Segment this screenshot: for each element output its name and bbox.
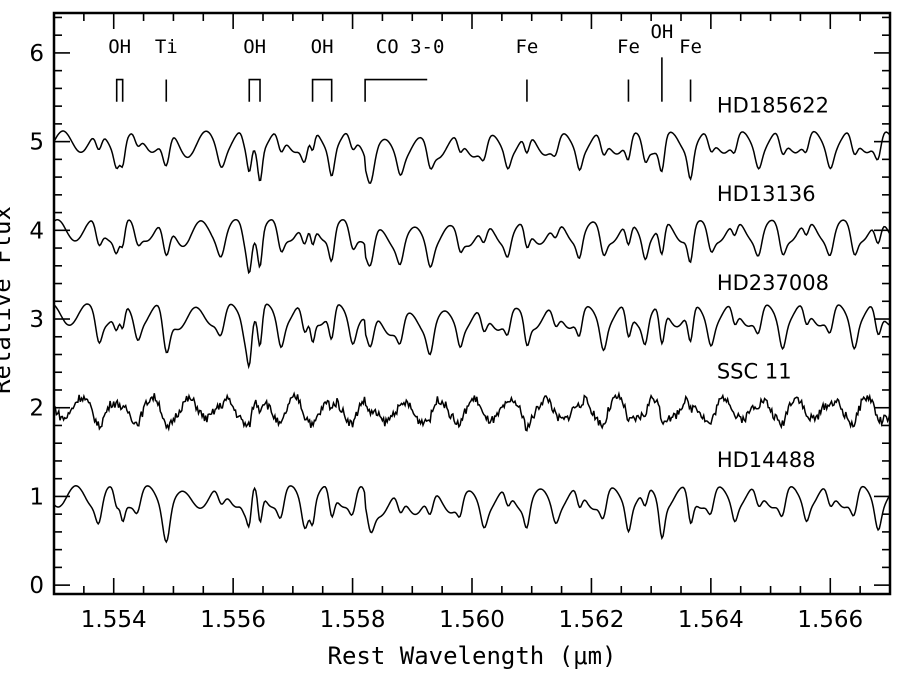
spectrum-line: [53, 303, 891, 370]
x-tick-label: 1.554: [81, 607, 147, 633]
x-tick-label: 1.564: [678, 607, 744, 633]
series-layer: [53, 130, 891, 544]
line-id-marker: [115, 78, 124, 102]
series-label: SSC 11: [717, 359, 792, 383]
line-id-label: OH: [243, 36, 266, 58]
x-tick-label: 1.566: [797, 607, 863, 633]
axes-layer: 1.554 1.556 1.558 1.560 1.562 1.564 1.566 0 1 2 3 4…: [29, 11, 892, 633]
y-tick-label: 5: [29, 130, 44, 156]
spectrum-line: [53, 485, 891, 544]
y-tick-label: 1: [29, 484, 44, 510]
line-id-label: OH: [311, 36, 334, 58]
series-label: HD14488: [717, 448, 816, 472]
series-label: HD185622: [717, 93, 829, 117]
y-tick-label: 2: [29, 396, 44, 422]
y-tick-label: 0: [29, 573, 44, 599]
bandhead-marker: [364, 78, 428, 102]
line-id-marker: [311, 78, 333, 102]
line-id-label: OH: [108, 36, 131, 58]
spectrum-line: [53, 390, 891, 432]
line-id-label: Fe: [679, 36, 702, 58]
x-tick-label: 1.556: [200, 607, 266, 633]
y-tick-label: 3: [29, 307, 44, 333]
series-label: HD237008: [717, 271, 829, 295]
line-id-label: Fe: [617, 36, 640, 58]
labels-layer: HD185622 HD13136 HD237008 SSC 11 HD14488: [717, 93, 829, 472]
y-axis-title: Relative Flux: [0, 206, 16, 394]
line-id-label: OH: [650, 21, 673, 43]
x-tick-label: 1.558: [320, 607, 386, 633]
line-id-label: Fe: [515, 36, 538, 58]
line-id-label: CO 3-0: [376, 36, 445, 58]
x-tick-label: 1.562: [558, 607, 624, 633]
line-id-marker: [248, 78, 261, 102]
spectrum-line: [53, 218, 891, 275]
spectrum-line: [53, 130, 891, 184]
y-tick-label: 4: [29, 218, 44, 244]
x-tick-label: 1.560: [439, 607, 505, 633]
series-label: HD13136: [717, 182, 816, 206]
line-id-label: Ti: [155, 36, 178, 58]
line-identification-layer: OH Ti OH OH CO 3-0 Fe Fe OH Fe: [108, 21, 702, 102]
y-tick-label: 6: [29, 41, 44, 67]
x-axis-title: Rest Wavelength (μm): [328, 642, 617, 670]
